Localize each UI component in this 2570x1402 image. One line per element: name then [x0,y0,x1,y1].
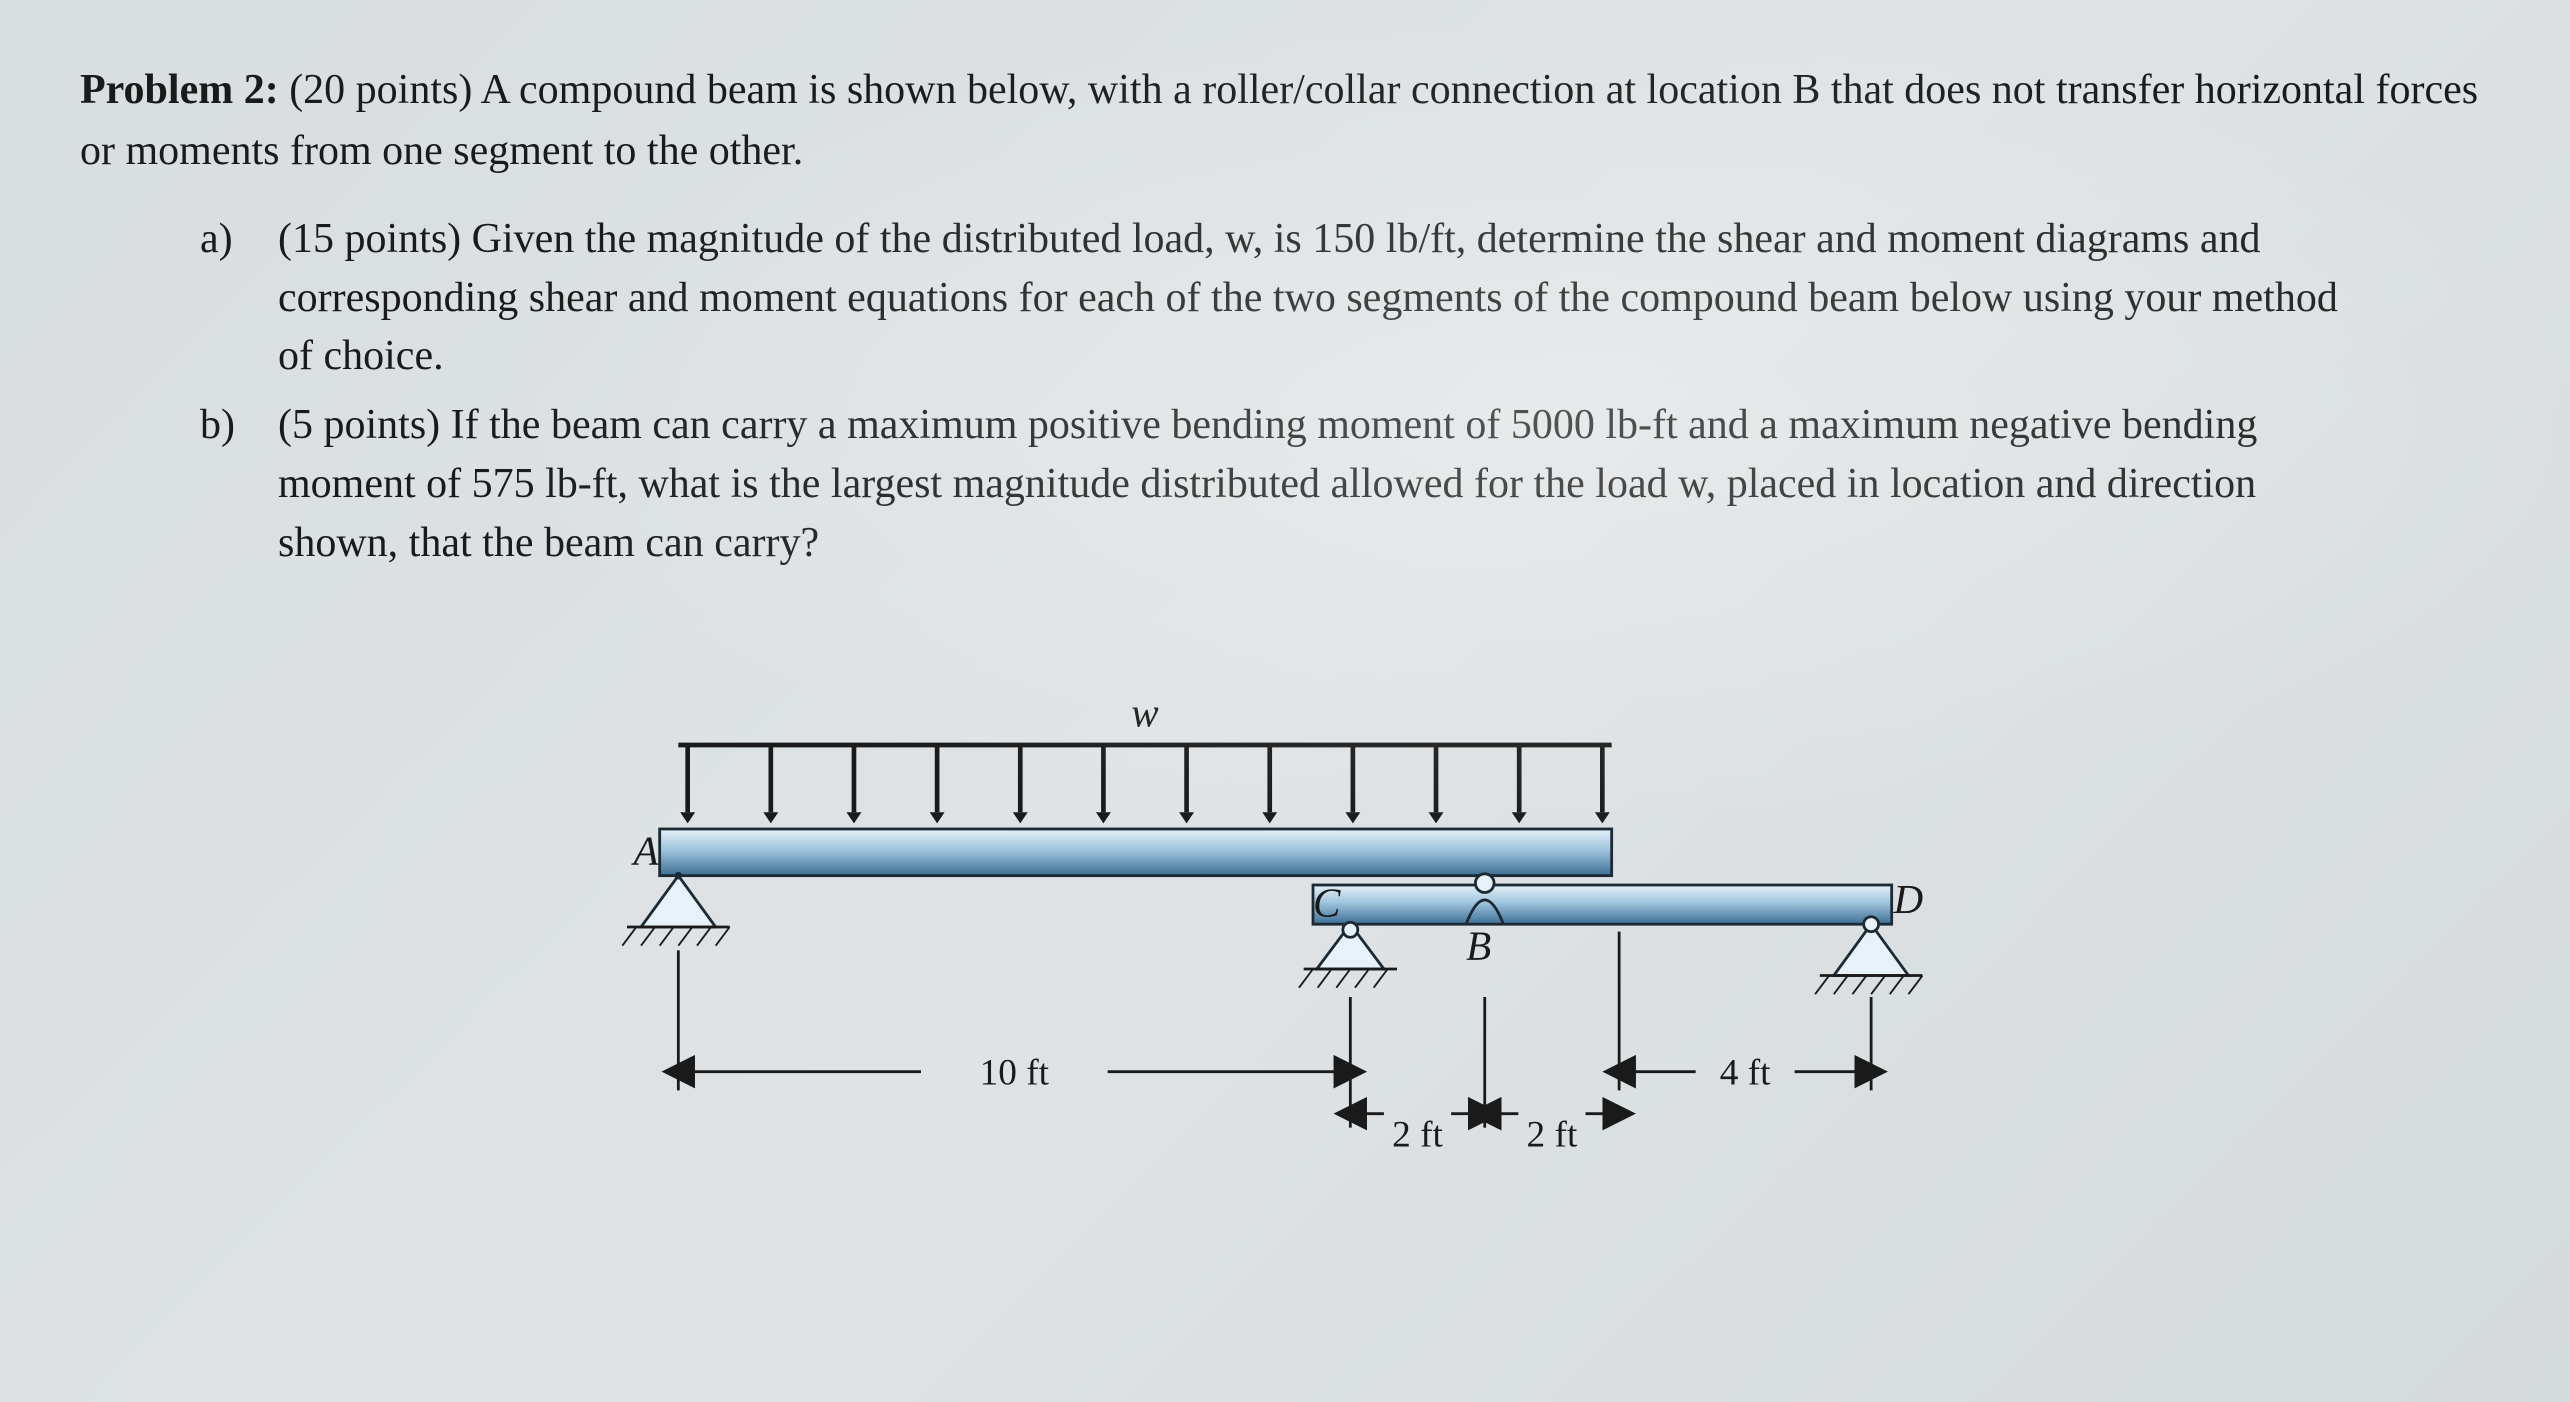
label-b: B [1466,922,1491,968]
parts-list: a) (15 points) Given the magnitude of th… [200,210,2350,573]
problem-points: (20 points) [289,67,472,113]
lower-beam [1313,885,1892,924]
w-label: w [1131,689,1159,735]
part-a-letter: a) [200,210,250,386]
dim-4ft: 4 ft [1720,1052,1771,1093]
label-c: C [1313,879,1341,925]
support-d [1815,916,1922,993]
label-d: D [1893,876,1924,922]
part-b: b) (5 points) If the beam can carry a ma… [200,396,2350,572]
part-a-w: w [1225,216,1253,262]
label-a: A [631,827,660,873]
dim-10ft: 10 ft [980,1052,1050,1093]
problem-label: Problem 2: [80,67,279,113]
upper-beam [660,829,1612,876]
support-a [622,871,729,945]
part-b-body: (5 points) If the beam can carry a maxim… [278,396,2350,572]
part-b-points: (5 points) [278,402,440,448]
beam-diagram: w [585,633,1985,1193]
part-a-points: (15 points) [278,216,461,262]
problem-statement: Problem 2: (20 points) A compound beam i… [80,60,2490,182]
support-c [1299,922,1397,987]
dim-2ft-1: 2 ft [1392,1114,1443,1155]
part-a-text1: Given the magnitude of the distributed l… [472,216,1226,262]
beam-diagram-container: w [80,633,2490,1193]
roller-collar-b [1475,873,1494,892]
part-b-w: w [1678,461,1706,507]
part-a-body: (15 points) Given the magnitude of the d… [278,210,2350,386]
dim-2ft-2: 2 ft [1527,1114,1578,1155]
part-a: a) (15 points) Given the magnitude of th… [200,210,2350,386]
distributed-load-arrows [680,745,1610,823]
part-b-letter: b) [200,396,250,572]
